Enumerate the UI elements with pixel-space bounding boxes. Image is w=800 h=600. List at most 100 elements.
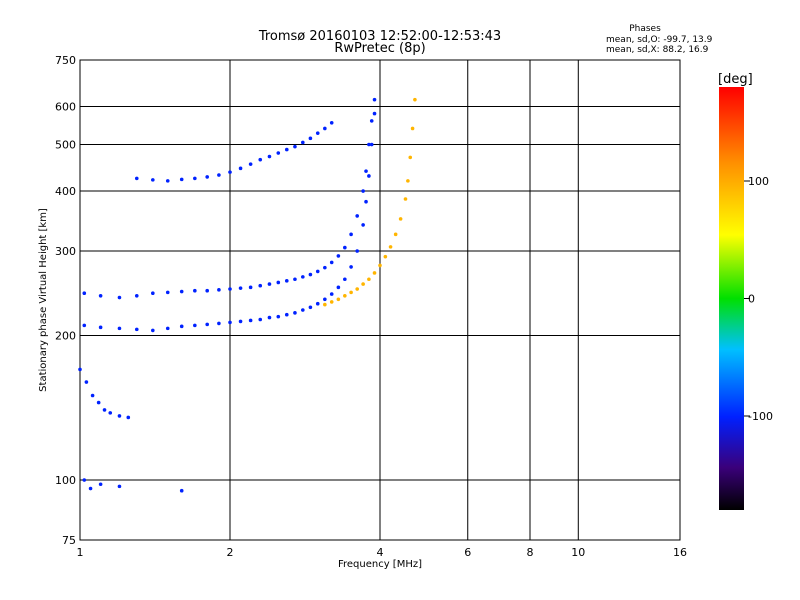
data-point <box>276 280 281 285</box>
data-point <box>383 254 388 259</box>
data-point <box>117 414 122 418</box>
x-axis-label: Frequency [MHz] <box>338 559 422 570</box>
data-point <box>117 326 122 331</box>
y-axis-ticks: 75 100 200 300 400 500 600 750 <box>55 54 76 547</box>
data-point <box>276 314 281 319</box>
colorbar-tick-label: -100 <box>748 410 773 423</box>
data-point <box>88 486 93 491</box>
y-tick-label: 400 <box>55 185 76 198</box>
x-axis-ticks: 1 2 4 6 8 10 16 <box>77 546 688 559</box>
data-point <box>315 131 320 135</box>
data-point <box>179 488 184 493</box>
data-point <box>151 328 155 333</box>
data-point <box>267 154 272 159</box>
data-point <box>98 293 103 298</box>
data-point <box>367 174 371 178</box>
data-point <box>193 288 197 293</box>
data-point <box>193 323 197 328</box>
data-point <box>355 249 359 253</box>
data-point <box>228 170 232 174</box>
data-point <box>393 232 398 237</box>
data-point <box>165 179 170 183</box>
data-point <box>238 286 243 290</box>
data-point <box>248 162 253 166</box>
data-point <box>284 147 289 152</box>
data-points <box>78 97 417 493</box>
data-point <box>364 169 368 173</box>
x-tick-label: 10 <box>571 546 585 559</box>
colorbar-tick-label: 100 <box>748 175 769 188</box>
data-point <box>84 380 89 384</box>
data-point <box>361 282 365 286</box>
data-point <box>205 175 209 179</box>
data-point <box>336 297 341 302</box>
chart-title: Tromsø 20160103 12:52:00-12:53:43 <box>258 29 501 44</box>
data-point <box>315 269 320 274</box>
data-point <box>134 176 139 181</box>
data-point <box>367 142 371 147</box>
data-point <box>361 223 365 227</box>
data-point <box>372 111 377 116</box>
data-point <box>369 142 374 147</box>
data-point <box>248 318 253 323</box>
series-low-frequency-e-region-echoes <box>78 367 184 493</box>
series-x-mode-trace <box>323 97 417 307</box>
data-point <box>108 411 113 415</box>
data-point <box>98 482 103 487</box>
data-point <box>117 484 122 489</box>
data-point <box>378 263 382 268</box>
data-point <box>117 295 122 300</box>
data-point <box>308 136 313 141</box>
data-point <box>284 312 289 317</box>
data-point <box>217 321 221 326</box>
data-point <box>151 178 155 182</box>
data-point <box>410 126 415 131</box>
data-point <box>248 285 253 290</box>
data-point <box>293 311 297 315</box>
data-point <box>364 199 368 204</box>
data-point <box>82 478 87 482</box>
y-tick-label: 600 <box>55 101 76 114</box>
data-point <box>369 119 374 123</box>
series-o-mode-f2-high-trace <box>134 120 334 183</box>
data-point <box>217 173 221 177</box>
colorbar-ticks: 100 0 -100 <box>744 175 773 423</box>
data-point <box>96 400 101 405</box>
data-point <box>258 157 263 162</box>
data-point <box>408 155 413 160</box>
data-point <box>336 285 341 290</box>
data-point <box>343 277 347 282</box>
x-tick-label: 2 <box>227 546 234 559</box>
data-point <box>308 272 313 277</box>
data-point <box>308 305 313 310</box>
data-point <box>329 120 334 125</box>
data-point <box>323 302 327 307</box>
data-point <box>349 232 353 237</box>
y-tick-label: 500 <box>55 139 76 152</box>
data-point <box>151 291 155 296</box>
data-point <box>355 214 359 218</box>
data-point <box>406 179 410 183</box>
x-tick-label: 6 <box>464 546 471 559</box>
legend-line-x: mean, sd,X: 88.2, 16.9 <box>606 45 709 55</box>
data-point <box>90 393 95 398</box>
data-point <box>134 293 139 298</box>
data-point <box>126 415 131 420</box>
data-point <box>343 245 347 250</box>
y-tick-label: 750 <box>55 54 76 67</box>
data-point <box>361 189 365 193</box>
data-point <box>349 265 353 269</box>
data-point <box>367 277 371 282</box>
data-point <box>323 265 327 270</box>
legend-title: Phases <box>629 24 661 34</box>
data-point <box>267 282 272 286</box>
data-point <box>301 275 305 279</box>
data-point <box>205 288 209 293</box>
data-point <box>349 290 353 295</box>
data-point <box>355 287 359 291</box>
data-point <box>258 283 263 288</box>
data-point <box>165 290 170 295</box>
series-o-mode-upper-trace <box>82 97 377 300</box>
data-point <box>82 323 87 328</box>
